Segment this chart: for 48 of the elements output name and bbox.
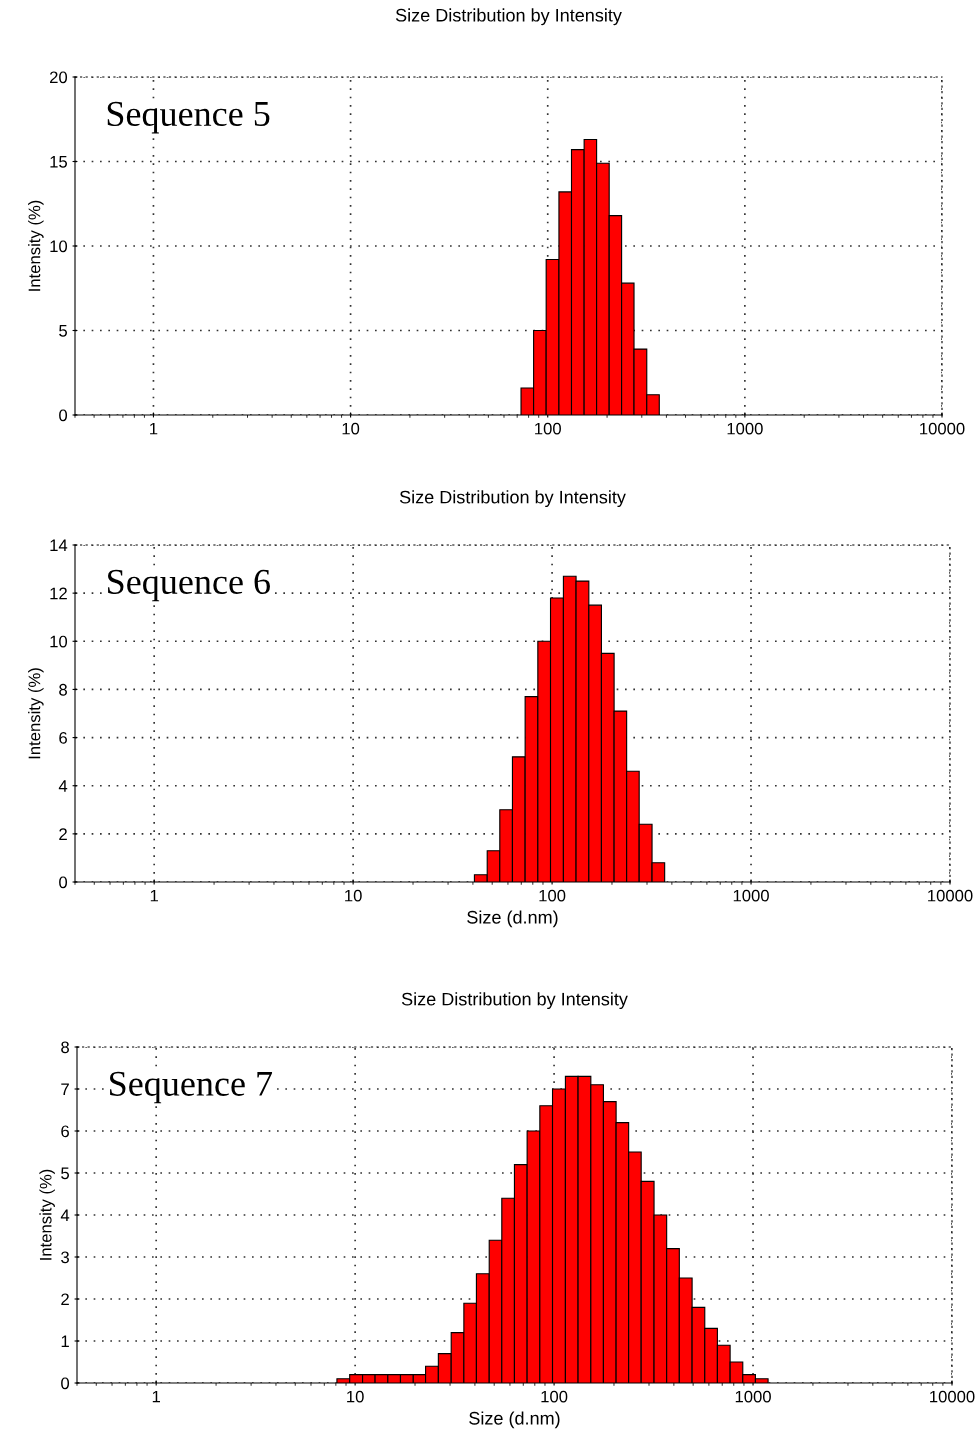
y-tick-label: 7 <box>61 1083 69 1096</box>
y-tick-label: 3 <box>61 1251 69 1264</box>
y-axis-title: Intensity (%) <box>39 1169 55 1260</box>
y-tick-label: 5 <box>59 325 68 337</box>
y-tick-label: 4 <box>60 1209 70 1222</box>
x-tick-label: 1000 <box>735 1390 771 1403</box>
y-tick-label: 5 <box>61 1167 70 1180</box>
x-tick-label: 100 <box>539 889 566 902</box>
x-tick-label: 1000 <box>733 889 769 902</box>
y-axis-title: Intensity (%) <box>28 668 44 759</box>
chart-title: Size Distribution by Intensity <box>399 490 626 508</box>
x-tick-label: 10000 <box>930 1390 975 1403</box>
annotation: Sequence 6 <box>108 569 270 602</box>
y-tick-label: 2 <box>59 828 67 840</box>
y-tick-label: 0 <box>61 1377 70 1390</box>
x-tick-label: 100 <box>535 422 561 435</box>
y-tick-label: 0 <box>59 876 68 889</box>
y-tick-label: 10 <box>50 635 68 648</box>
x-tick-label: 1 <box>152 1390 160 1403</box>
x-tick-label: 10000 <box>920 422 965 435</box>
x-tick-label: 1 <box>150 422 158 435</box>
x-axis-title: Size (d.nm) <box>469 1411 560 1429</box>
y-axis-title: Intensity (%) <box>28 200 44 291</box>
y-tick-label: 10 <box>50 240 68 253</box>
y-tick-label: 20 <box>50 71 68 84</box>
y-tick-label: 12 <box>50 587 67 600</box>
x-tick-label: 1000 <box>727 422 763 435</box>
x-tick-label: 10 <box>342 422 360 435</box>
y-tick-label: 0 <box>59 409 68 422</box>
y-tick-label: 14 <box>50 539 68 552</box>
y-tick-label: 2 <box>61 1293 69 1306</box>
y-tick-label: 8 <box>59 683 67 696</box>
x-tick-label: 100 <box>541 1390 568 1403</box>
x-axis-title: Size (d.nm) <box>467 910 558 928</box>
chart-title: Size Distribution by Intensity <box>401 992 628 1010</box>
y-tick-label: 15 <box>50 156 68 168</box>
y-tick-label: 6 <box>59 731 67 744</box>
x-tick-label: 10000 <box>928 889 973 902</box>
chart-title: Size Distribution by Intensity <box>395 8 622 26</box>
annotation: Sequence 7 <box>110 1071 273 1104</box>
y-tick-label: 1 <box>61 1335 69 1348</box>
x-tick-label: 1 <box>150 889 158 902</box>
y-tick-label: 4 <box>58 780 68 792</box>
annotation: Sequence 5 <box>107 101 270 134</box>
y-tick-label: 8 <box>61 1041 69 1054</box>
x-tick-label: 10 <box>345 889 362 902</box>
y-tick-label: 6 <box>61 1125 69 1138</box>
x-tick-label: 10 <box>347 1390 364 1403</box>
